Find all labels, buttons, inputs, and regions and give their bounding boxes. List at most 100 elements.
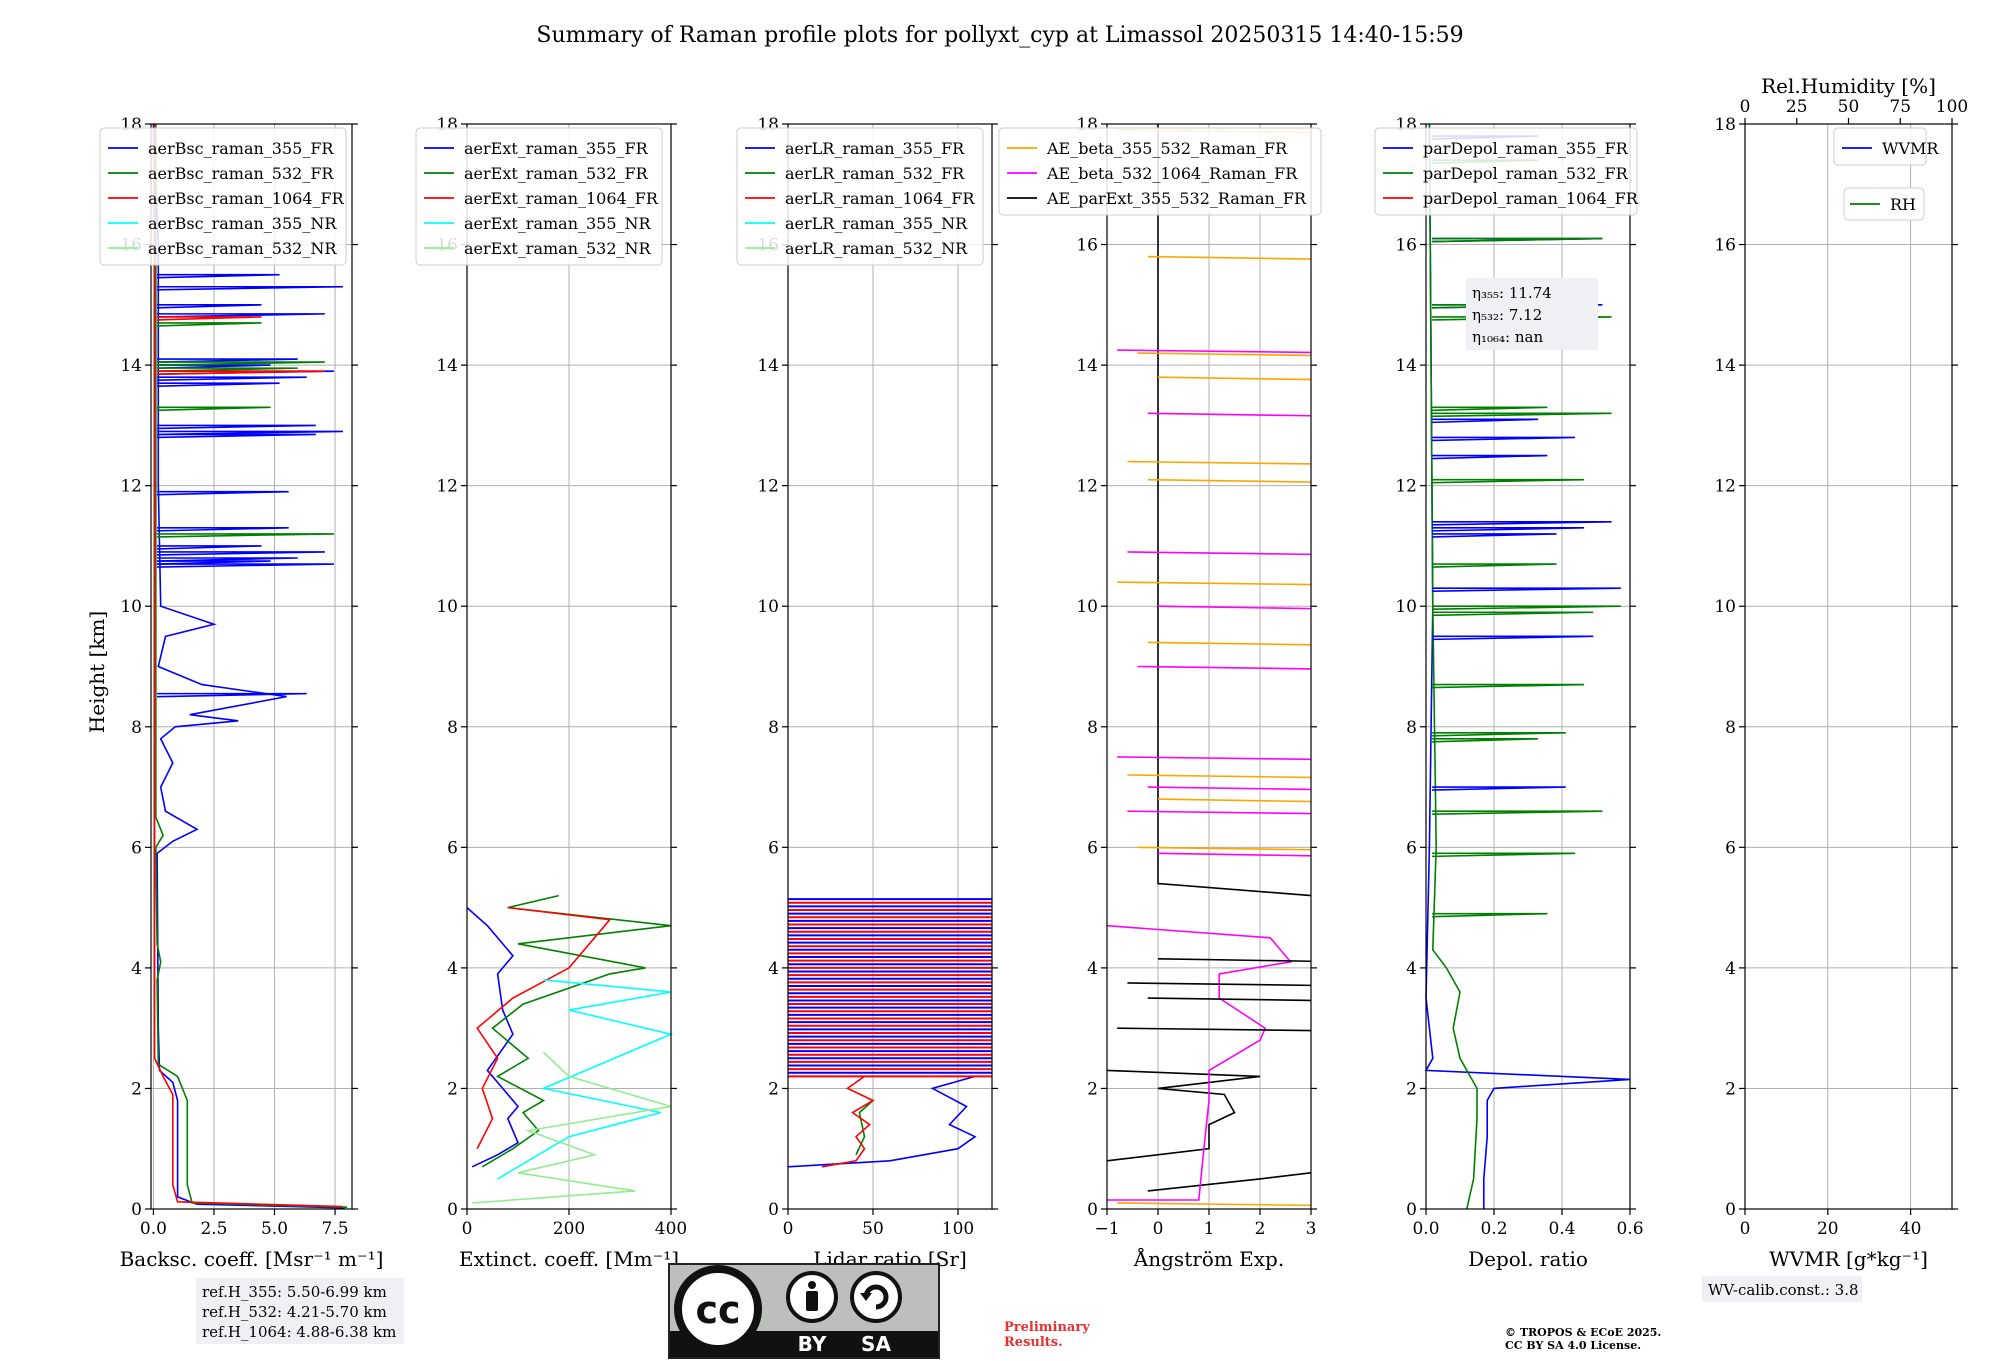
y-tick-label: 8 bbox=[1406, 718, 1417, 738]
legend-label: aerExt_raman_1064_FR bbox=[464, 189, 659, 208]
x-tick-label: 0.2 bbox=[1480, 1219, 1507, 1239]
spike-line bbox=[1432, 912, 1548, 918]
y-tick-label: 14 bbox=[436, 356, 458, 376]
spike-line bbox=[157, 313, 325, 318]
spike-line bbox=[1432, 611, 1594, 617]
y-tick-label: 12 bbox=[1714, 477, 1736, 497]
spike-line bbox=[1432, 786, 1566, 791]
y-tick-label: 12 bbox=[757, 477, 779, 497]
spike-line bbox=[157, 367, 298, 372]
x-tick-label: 0 bbox=[1153, 1219, 1164, 1239]
legend: aerBsc_raman_355_FR aerBsc_raman_532_FRae… bbox=[99, 127, 347, 266]
series-line bbox=[153, 124, 343, 1208]
y-tick-label: 8 bbox=[131, 718, 142, 738]
legend-label: aerBsc_raman_355_NR bbox=[148, 214, 337, 233]
legend-label: aerBsc_raman_532_FR bbox=[148, 164, 334, 183]
segment-line bbox=[1117, 756, 1312, 761]
copyright-line-1: © TROPOS & ECoE 2025. bbox=[1505, 1326, 1661, 1339]
spike-line bbox=[157, 533, 334, 538]
legend-label: aerLR_raman_532_FR bbox=[785, 164, 965, 183]
x-tick-label: 200 bbox=[553, 1219, 585, 1239]
ref-heights-box: ref.H_355: 5.50-6.99 km ref.H_532: 4.21-… bbox=[196, 1278, 404, 1344]
series-line bbox=[497, 979, 674, 1180]
segment-line bbox=[1137, 665, 1312, 670]
y-tick-label: 6 bbox=[1725, 838, 1736, 858]
spike-line bbox=[157, 692, 307, 698]
eta-line: η₅₃₂: 7.12 bbox=[1472, 306, 1542, 324]
wv-calib-box: WV-calib.const.: 3.8 bbox=[1702, 1276, 1862, 1302]
x-tick-label: −1 bbox=[1094, 1219, 1119, 1239]
y-tick-label: 12 bbox=[120, 477, 142, 497]
y-tick-label: 0 bbox=[1725, 1200, 1736, 1220]
y-tick-label: 4 bbox=[768, 959, 779, 979]
segment-line bbox=[1137, 352, 1312, 357]
gridlines bbox=[1744, 123, 1952, 1210]
y-tick-label: 8 bbox=[447, 718, 458, 738]
spike-line bbox=[1432, 521, 1612, 526]
y-tick-label: 6 bbox=[131, 838, 142, 858]
segment-line bbox=[1147, 412, 1312, 417]
legend-box bbox=[99, 127, 347, 266]
spike-line bbox=[1432, 527, 1585, 532]
gridlines bbox=[466, 123, 672, 1210]
series-line bbox=[1106, 924, 1293, 1201]
y-tick-label: 16 bbox=[1714, 236, 1736, 256]
spike-line bbox=[1432, 436, 1575, 442]
series-line bbox=[472, 1051, 672, 1204]
legend-label: aerExt_raman_355_NR bbox=[464, 214, 652, 233]
legend-label: aerBsc_raman_532_NR bbox=[148, 239, 337, 258]
legend-label: aerLR_raman_532_NR bbox=[785, 239, 968, 258]
cc-logo-icon bbox=[674, 1265, 762, 1353]
y-tick-label: 4 bbox=[447, 959, 458, 979]
spike-line bbox=[157, 563, 334, 568]
series-line bbox=[1157, 124, 1312, 897]
y-tick-label: 16 bbox=[1395, 236, 1417, 256]
x-axis: 0 200 400 bbox=[462, 1209, 687, 1239]
series-line bbox=[466, 907, 520, 1168]
legend-label: aerExt_raman_532_NR bbox=[464, 239, 652, 258]
legend-label: aerLR_raman_355_NR bbox=[785, 214, 968, 233]
x-axis: 0 50 100 bbox=[783, 1209, 974, 1239]
y-tick-label: 0 bbox=[768, 1200, 779, 1220]
spike-line bbox=[157, 376, 307, 381]
spike-line bbox=[1432, 563, 1557, 568]
sa-label: SA bbox=[861, 1332, 891, 1356]
series-line bbox=[152, 123, 345, 1209]
x-tick-label: 0 bbox=[783, 1219, 794, 1239]
y-tick-label: 0 bbox=[447, 1200, 458, 1220]
segment-line bbox=[1137, 846, 1312, 851]
y-tick-label: 0 bbox=[1406, 1200, 1417, 1220]
segment-line bbox=[1127, 774, 1312, 779]
gridlines bbox=[787, 123, 992, 1210]
legend-label: parDepol_raman_1064_FR bbox=[1423, 189, 1639, 208]
spike-line bbox=[157, 424, 316, 430]
spike-line bbox=[157, 433, 316, 439]
ref-height-355: ref.H_355: 5.50-6.99 km bbox=[202, 1283, 387, 1301]
x-axis: 0.0 2.5 5.0 7.5 bbox=[140, 1209, 349, 1239]
legend: aerLR_raman_355_FR aerLR_raman_532_FR aerL… bbox=[736, 127, 984, 266]
legend: aerExt_raman_355_FR aerExt_raman_532_FRae… bbox=[415, 127, 663, 266]
segment-line bbox=[1117, 349, 1312, 354]
x-axis: 0 20 40 0 25 50 75 100 bbox=[1740, 97, 1969, 1239]
x-tick-label: 40 bbox=[1900, 1219, 1922, 1239]
axes-frame bbox=[1744, 123, 1953, 1210]
top-x-tick-label: 50 bbox=[1838, 97, 1860, 117]
wv-calib-text: WV-calib.const.: 3.8 bbox=[1708, 1281, 1859, 1299]
spike-line bbox=[1432, 418, 1539, 424]
x-tick-label: 2.5 bbox=[200, 1219, 227, 1239]
series-line bbox=[1147, 1172, 1312, 1192]
spike-line bbox=[157, 430, 343, 436]
spike-line bbox=[157, 361, 325, 366]
y-tick-label: 6 bbox=[447, 838, 458, 858]
series-line bbox=[821, 1075, 875, 1168]
spike-line bbox=[1432, 237, 1603, 243]
y-tick-label: 14 bbox=[1714, 356, 1736, 376]
legend-label: parDepol_raman_532_FR bbox=[1423, 164, 1629, 183]
legend-box bbox=[998, 127, 1322, 216]
spike-line bbox=[157, 273, 280, 279]
legend-label: aerLR_raman_355_FR bbox=[785, 139, 965, 158]
panel-lr: 024681012141618050100Lidar ratio [Sr]aer… bbox=[736, 115, 998, 1271]
x-axis-label: WVMR [g*kg⁻¹] bbox=[1769, 1247, 1928, 1271]
